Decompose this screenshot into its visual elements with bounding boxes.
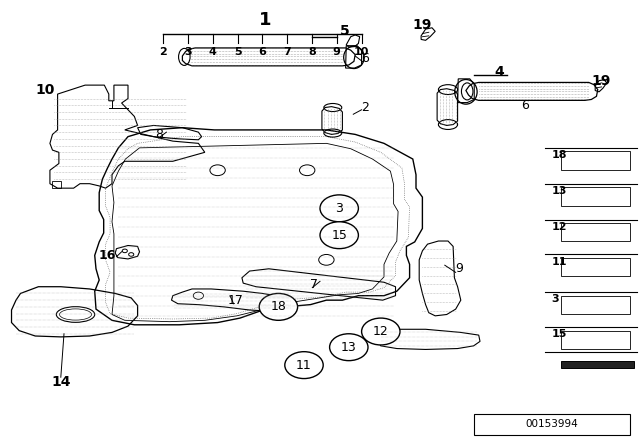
Text: 11: 11 (552, 257, 567, 267)
Circle shape (285, 352, 323, 379)
Text: 8: 8 (155, 128, 163, 141)
Text: 19: 19 (592, 73, 611, 88)
Text: 3: 3 (184, 47, 192, 57)
Text: 10: 10 (35, 82, 54, 97)
Text: 13: 13 (552, 186, 567, 196)
Circle shape (330, 334, 368, 361)
Text: 12: 12 (373, 325, 388, 338)
Text: 17: 17 (228, 293, 243, 307)
Circle shape (320, 195, 358, 222)
Text: 12: 12 (552, 222, 567, 232)
Text: 16: 16 (99, 249, 116, 262)
Text: 8: 8 (308, 47, 316, 57)
Text: 15: 15 (552, 329, 567, 339)
Text: 15: 15 (332, 228, 347, 242)
Text: 18: 18 (552, 150, 567, 160)
Text: 7: 7 (310, 278, 317, 291)
Text: 5: 5 (234, 47, 241, 57)
Text: 1: 1 (259, 11, 272, 29)
Text: 13: 13 (341, 340, 356, 354)
Polygon shape (561, 361, 634, 368)
Text: 19: 19 (413, 17, 432, 32)
Text: 3: 3 (552, 294, 559, 304)
Text: 6: 6 (521, 99, 529, 112)
Text: 4: 4 (209, 47, 217, 57)
Text: 5: 5 (339, 24, 349, 39)
Text: 9: 9 (333, 47, 340, 57)
Circle shape (259, 293, 298, 320)
Text: 9: 9 (456, 262, 463, 276)
Text: 18: 18 (271, 300, 286, 314)
Text: 11: 11 (296, 358, 312, 372)
Text: 7: 7 (284, 47, 291, 57)
Circle shape (320, 222, 358, 249)
Text: 14: 14 (51, 375, 70, 389)
Text: 4: 4 (494, 65, 504, 79)
Text: 6: 6 (361, 52, 369, 65)
Text: 10: 10 (354, 47, 369, 57)
Circle shape (362, 318, 400, 345)
Text: 00153994: 00153994 (525, 419, 579, 430)
Text: 2: 2 (361, 101, 369, 114)
Text: 6: 6 (259, 47, 266, 57)
Text: 3: 3 (335, 202, 343, 215)
Text: 2: 2 (159, 47, 167, 57)
Bar (474, 414, 630, 435)
